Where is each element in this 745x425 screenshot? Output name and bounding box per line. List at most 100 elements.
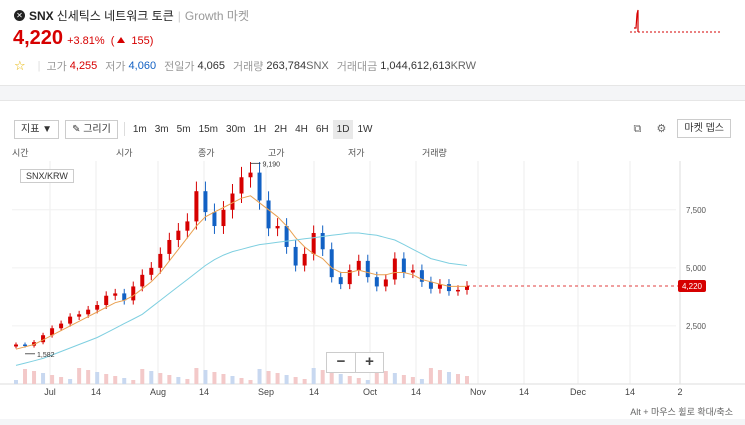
volume-bar bbox=[23, 369, 28, 384]
candle-body bbox=[383, 279, 388, 287]
candle-body bbox=[149, 267, 154, 275]
current-price-tag bbox=[678, 279, 706, 292]
volume-bar bbox=[428, 368, 433, 384]
candle-body bbox=[284, 226, 289, 247]
candle-body bbox=[248, 172, 253, 178]
volume-bar bbox=[437, 370, 442, 384]
high-marker-label: 9,190 bbox=[263, 161, 281, 168]
stat-row: ☆ | 고가 4,255 저가 4,060 전일가 4,065 거래량 263,… bbox=[14, 58, 484, 74]
change-close-paren: ) bbox=[149, 35, 154, 47]
candle-body bbox=[140, 274, 145, 287]
volume-bar bbox=[95, 372, 100, 384]
candle-body bbox=[365, 260, 370, 278]
volume-bar bbox=[77, 368, 82, 384]
interval-30m[interactable]: 30m bbox=[226, 123, 246, 135]
coin-header: ✕ SNX 신세틱스 네트워크 토큰 | Growth 마켓 4,220 +3.… bbox=[0, 0, 745, 86]
pair-label: SNX/KRW bbox=[20, 169, 74, 183]
candle-body bbox=[455, 289, 460, 292]
interval-group: 1m 3m 5m 15m 30m 1H 2H 4H 6H 1D 1W bbox=[129, 119, 377, 139]
volume-bar bbox=[230, 376, 235, 384]
x-tick-label: 14 bbox=[519, 387, 529, 397]
draw-button[interactable]: ✎ 그리기 bbox=[65, 119, 118, 139]
candle-body bbox=[374, 277, 379, 287]
volume-bar bbox=[320, 370, 325, 384]
candle-body bbox=[230, 193, 235, 210]
volume-bar bbox=[158, 373, 163, 384]
volume-bar bbox=[248, 380, 253, 384]
candle-body bbox=[392, 258, 397, 280]
interval-1d[interactable]: 1D bbox=[332, 119, 354, 139]
candle-body bbox=[212, 212, 217, 227]
candle-body bbox=[257, 172, 262, 201]
volume-bar bbox=[203, 370, 208, 384]
volume-bar bbox=[167, 375, 172, 384]
coin-title-row: ✕ SNX 신세틱스 네트워크 토큰 | Growth 마켓 bbox=[14, 7, 249, 24]
interval-5m[interactable]: 5m bbox=[176, 123, 191, 135]
interval-1w[interactable]: 1W bbox=[357, 123, 373, 135]
stat-value-prev: 4,065 bbox=[197, 60, 225, 72]
zoom-in-button[interactable]: + bbox=[355, 353, 383, 372]
volume-bar bbox=[14, 380, 18, 384]
amount-value: 1,044,612,613 bbox=[380, 60, 451, 72]
candle-body bbox=[68, 316, 73, 324]
candle-body bbox=[320, 233, 325, 250]
candle-body bbox=[104, 295, 109, 306]
y-tick-label: 2,500 bbox=[686, 322, 707, 331]
stat-divider: | bbox=[37, 60, 41, 72]
popout-icon[interactable]: ⧉ bbox=[633, 122, 642, 135]
candle-body bbox=[59, 323, 64, 329]
candle-body bbox=[311, 233, 316, 254]
low-marker-label: 1,582 bbox=[37, 352, 55, 359]
volume-bar bbox=[419, 379, 424, 384]
stat-label-prev: 전일가 bbox=[164, 61, 195, 73]
candle-body bbox=[77, 314, 82, 317]
chart-area[interactable]: 시간 시가 종가 고가 저가 거래량 7,500 5,000 2,500 Jul 14 Aug 14 Se… bbox=[0, 147, 745, 420]
market-label: Growth 마켓 bbox=[184, 9, 249, 23]
candle-body bbox=[41, 335, 46, 343]
stat-value-high: 4,255 bbox=[69, 60, 98, 72]
x-tick-label: Sep bbox=[258, 387, 274, 397]
close-circle-icon[interactable]: ✕ bbox=[14, 10, 25, 21]
interval-3m[interactable]: 3m bbox=[154, 123, 169, 135]
price-chart[interactable]: 시간 시가 종가 고가 저가 거래량 7,500 5,000 2,500 Jul 14 Aug 14 Se… bbox=[0, 147, 745, 420]
candle-body bbox=[167, 239, 172, 254]
volume-bar bbox=[86, 370, 91, 384]
volume-bar bbox=[374, 369, 379, 384]
volume-bar bbox=[293, 377, 298, 384]
settings-icon[interactable]: ⚙ bbox=[656, 122, 667, 135]
candle-body bbox=[239, 177, 244, 194]
change-amount-value: 155 bbox=[131, 35, 150, 47]
price-row: 4,220 +3.81% ( 155) bbox=[13, 27, 153, 50]
stat-label-volume: 거래량 bbox=[232, 61, 264, 73]
stat-value-volume: 263,784SNX bbox=[266, 60, 328, 72]
coin-symbol: SNX bbox=[29, 8, 54, 23]
interval-15m[interactable]: 15m bbox=[198, 123, 219, 135]
candle-body bbox=[356, 260, 361, 271]
volume-bar bbox=[41, 373, 46, 384]
candle-body bbox=[194, 191, 199, 222]
candle-body bbox=[221, 209, 226, 227]
current-price: 4,220 bbox=[13, 27, 64, 49]
interval-4h[interactable]: 4H bbox=[295, 123, 308, 135]
interval-1h[interactable]: 1H bbox=[253, 123, 267, 135]
interval-2h[interactable]: 2H bbox=[274, 123, 288, 135]
candle-body bbox=[347, 270, 352, 285]
zoom-out-button[interactable]: − bbox=[336, 353, 346, 370]
volume-bar bbox=[465, 376, 469, 384]
candle-body bbox=[419, 270, 424, 282]
amount-unit: KRW bbox=[450, 60, 477, 72]
interval-6h[interactable]: 6H bbox=[315, 123, 329, 135]
volume-bar bbox=[392, 373, 397, 384]
favorite-star-icon[interactable]: ☆ bbox=[14, 58, 26, 73]
y-tick-label: 7,500 bbox=[686, 206, 707, 215]
ohlc-label: 저가 bbox=[348, 148, 365, 158]
market-depth-button[interactable]: 마켓 뎁스 bbox=[677, 119, 731, 138]
volume-bar bbox=[401, 375, 406, 384]
candle-body bbox=[401, 258, 406, 273]
ohlc-label: 시가 bbox=[116, 148, 133, 158]
candle-body bbox=[437, 284, 442, 289]
interval-1m[interactable]: 1m bbox=[132, 123, 147, 135]
indicator-button[interactable]: 지표 ▼ bbox=[14, 119, 60, 139]
candle-body bbox=[14, 344, 18, 347]
volume-bar bbox=[176, 377, 181, 384]
